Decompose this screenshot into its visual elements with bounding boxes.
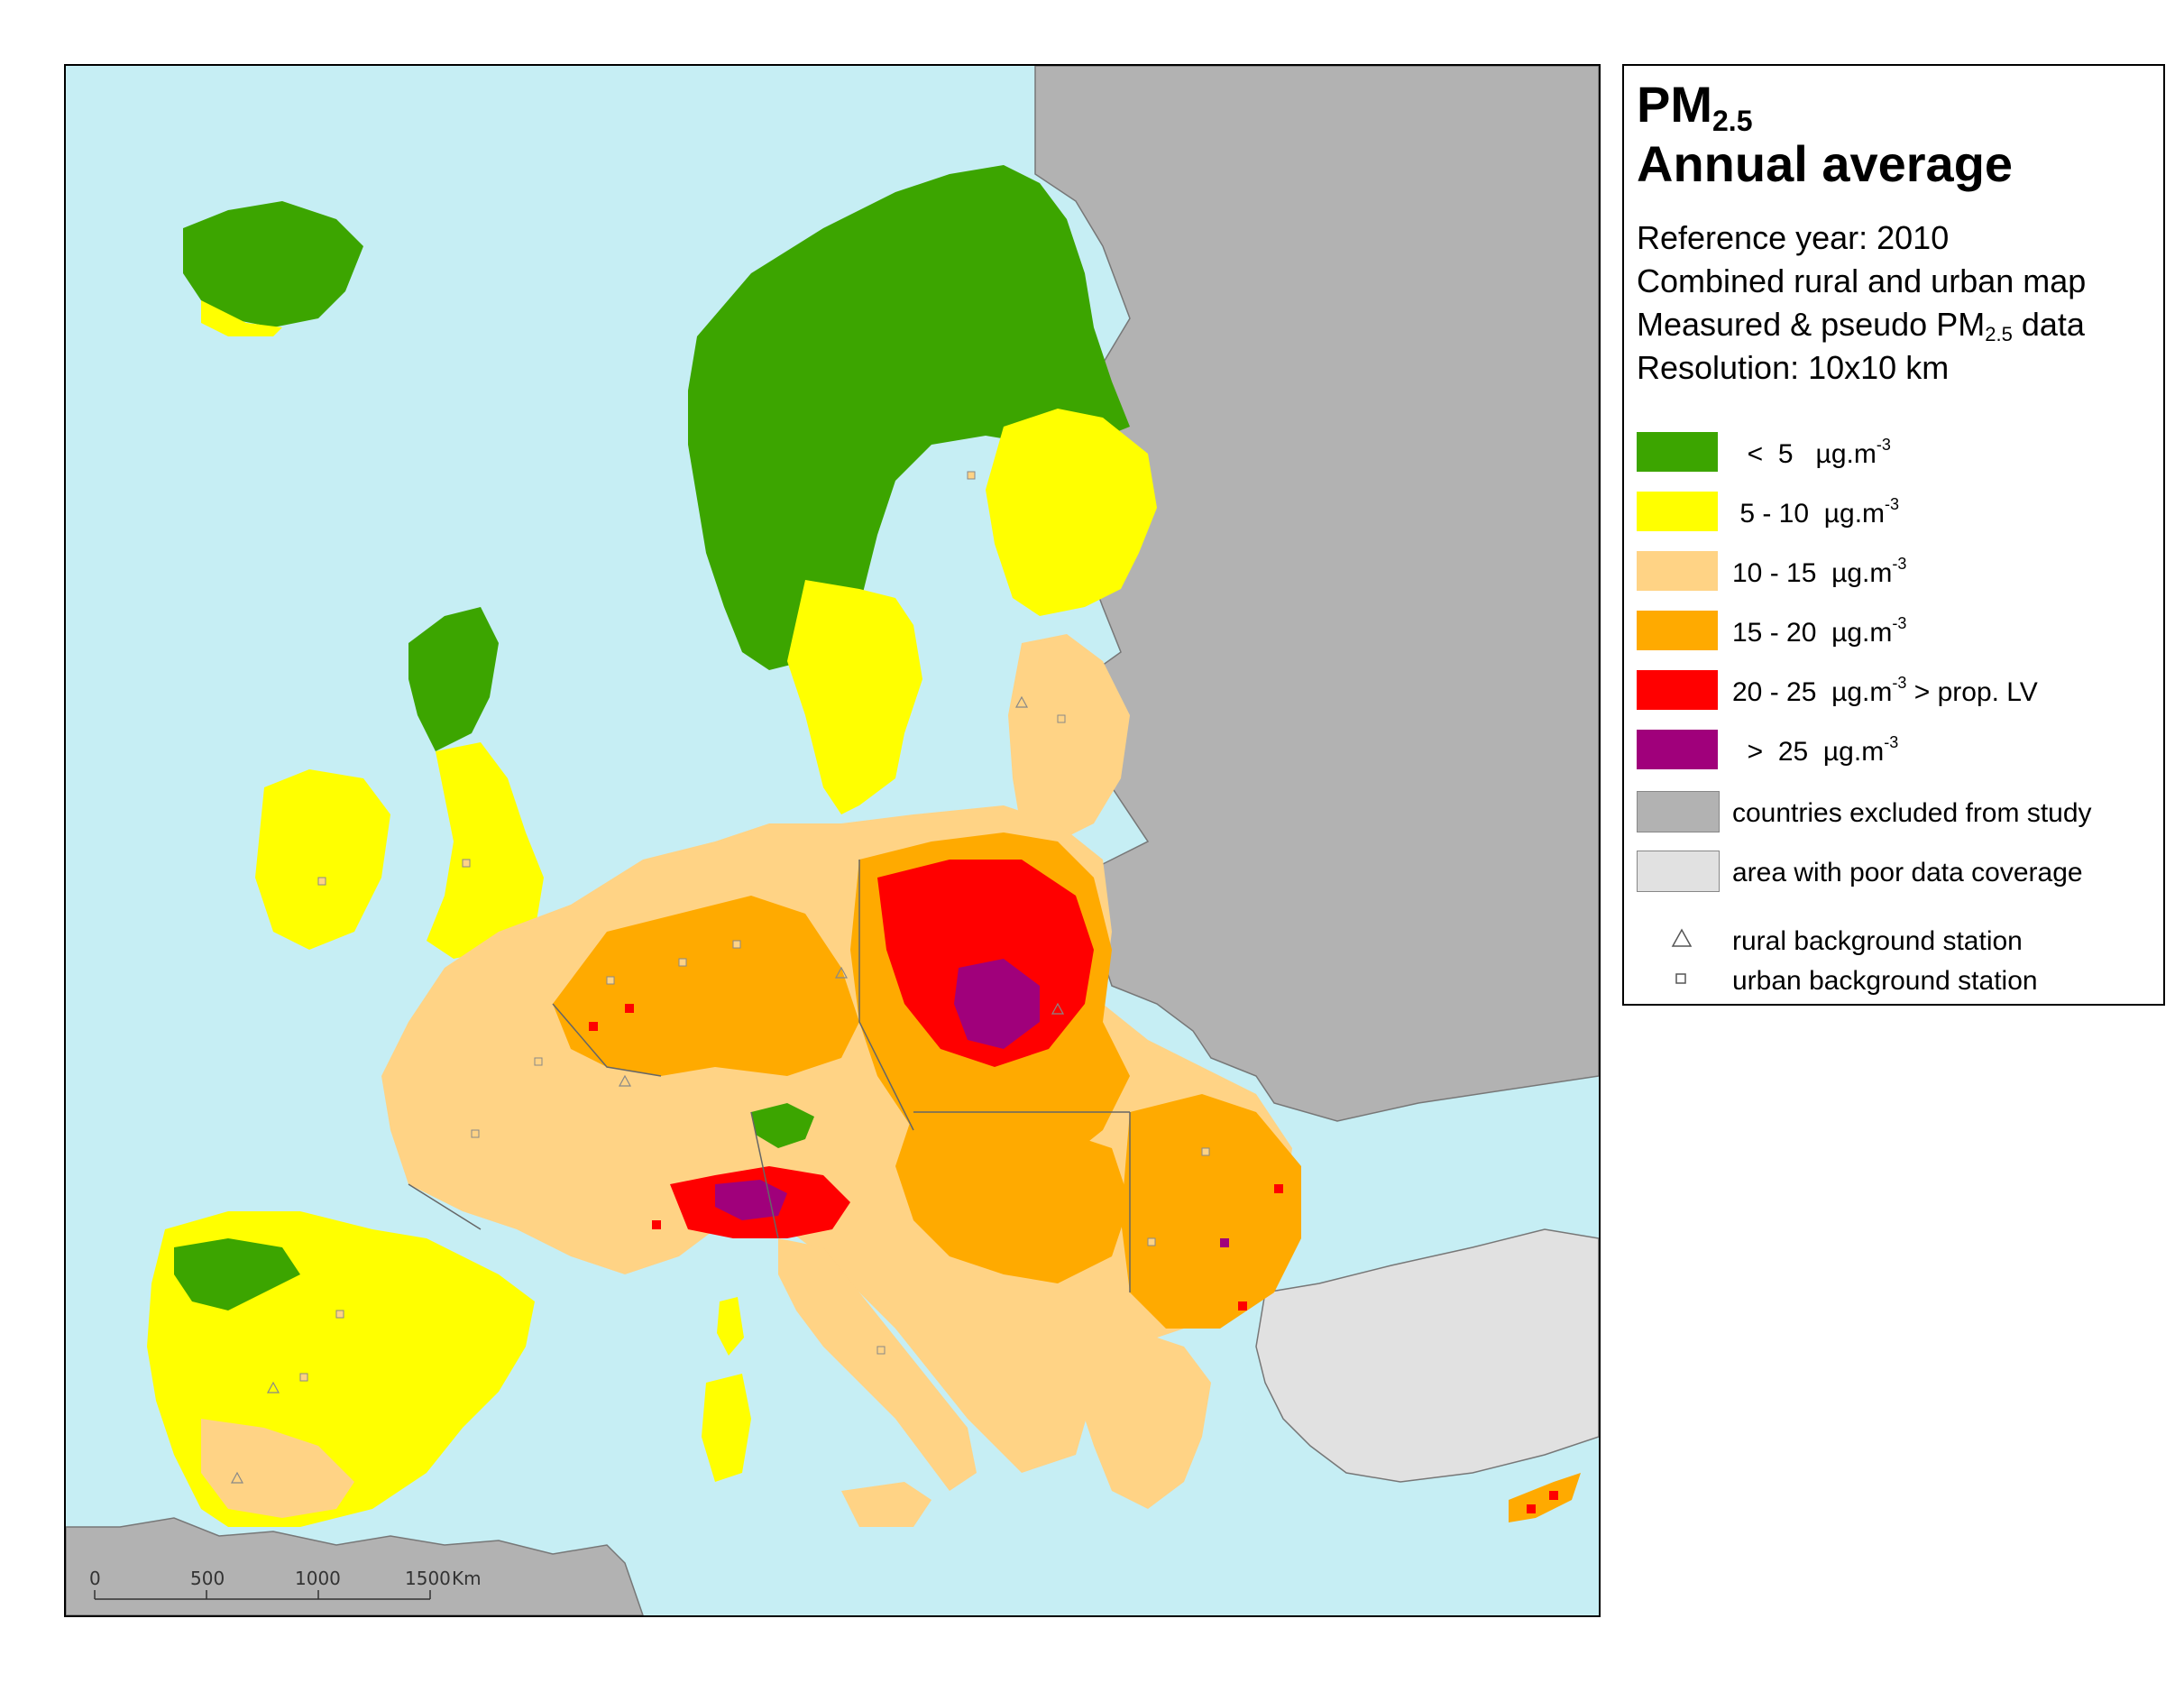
resolution: Resolution: 10x10 km	[1637, 349, 1950, 386]
region-italy	[778, 1238, 977, 1491]
region-sicily	[841, 1482, 931, 1527]
station-label-urban: urban background station	[1732, 966, 2038, 996]
region-spain-east-lightorange	[201, 1419, 354, 1518]
scale-bar: 0 500 1000 1500 Km	[89, 1568, 482, 1600]
urban-station-marker	[1057, 714, 1066, 723]
region-cyprus	[1509, 1473, 1581, 1522]
data-source-suffix: data	[2012, 306, 2085, 343]
legend-title: PM2.5	[1637, 75, 1752, 138]
class-label-5-10: 5 - 10 µg.m-3	[1732, 495, 1900, 529]
legend-subtitle: Annual average	[1637, 135, 2014, 192]
region-romania-bulgaria-orange	[1121, 1094, 1301, 1329]
swatch-poor-coverage	[1637, 851, 1720, 892]
urban-station-marker	[299, 1373, 308, 1382]
scale-unit: Km	[452, 1568, 482, 1589]
swatch-gt25	[1637, 730, 1718, 769]
class-label-15-20: 15 - 20 µg.m-3	[1732, 614, 1907, 648]
urban-station-marker	[1147, 1237, 1156, 1246]
urban-station-marker	[876, 1346, 886, 1355]
urban-station-marker	[732, 940, 741, 949]
purple-station-markers	[733, 986, 1229, 1247]
reference-year: Reference year: 2010	[1637, 219, 1950, 256]
region-norway-sweden-north	[688, 165, 1130, 670]
station-label-rural: rural background station	[1732, 926, 2023, 956]
region-po-valley-purple	[715, 1180, 787, 1220]
region-sardinia	[702, 1374, 751, 1482]
region-iceland	[183, 201, 363, 327]
area-label-excluded: countries excluded from study	[1732, 798, 2092, 828]
swatch-lt5	[1637, 432, 1718, 472]
region-corsica	[717, 1297, 744, 1356]
pm25-map[interactable]: 0 500 1000 1500 Km	[66, 66, 1599, 1615]
region-scotland	[408, 607, 499, 751]
rural-station-markers	[230, 695, 1065, 1484]
excluded-north-africa	[66, 1517, 644, 1615]
region-south-sweden	[787, 580, 922, 814]
urban-station-marker	[967, 471, 976, 480]
scale-tick-1500: 1500	[405, 1568, 451, 1589]
region-spain-north-green	[174, 1238, 300, 1311]
region-alps-green	[751, 1103, 814, 1148]
excluded-turkey	[1255, 1228, 1599, 1483]
legend-panel: PM2.5 Annual average Reference year: 201…	[1622, 64, 2165, 1006]
triangle-outline-icon	[1671, 928, 1693, 947]
region-greece	[1076, 1329, 1211, 1509]
swatch-10-15	[1637, 551, 1718, 591]
area-label-poor-coverage: area with poor data coverage	[1732, 858, 2083, 887]
swatch-15-20	[1637, 611, 1718, 650]
region-iceland-south	[201, 300, 282, 336]
region-benelux-germany-orange	[553, 896, 859, 1076]
class-label-lt5: < 5 µg.m-3	[1732, 436, 1891, 469]
country-borders	[408, 860, 1131, 1292]
station-markers	[299, 471, 1210, 1382]
region-finland	[986, 409, 1157, 616]
region-baltics	[1008, 634, 1130, 842]
urban-station-marker	[606, 976, 615, 985]
swatch-excluded	[1637, 791, 1720, 832]
urban-station-marker	[1201, 1147, 1210, 1156]
title-pm: PM	[1637, 76, 1712, 133]
swatch-20-25	[1637, 670, 1718, 710]
data-source: Measured & pseudo PM2.5 data	[1637, 306, 2085, 346]
urban-station-marker	[462, 859, 471, 868]
scale-tick-500: 500	[190, 1568, 225, 1589]
class-label-20-25: 20 - 25 µg.m-3 > prop. LV	[1732, 674, 2038, 707]
data-source-prefix: Measured & pseudo PM	[1637, 306, 1986, 343]
swatch-5-10	[1637, 492, 1718, 531]
urban-station-marker	[335, 1310, 344, 1319]
region-hungary-balkans-orange	[895, 1112, 1130, 1283]
region-england	[427, 742, 544, 959]
urban-station-marker	[471, 1129, 480, 1138]
data-source-subscript: 2.5	[1985, 323, 2013, 345]
urban-station-marker	[317, 877, 326, 886]
square-outline-icon	[1675, 973, 1686, 984]
class-label-10-15: 10 - 15 µg.m-3	[1732, 555, 1907, 588]
class-label-gt25: > 25 µg.m-3	[1732, 733, 1899, 767]
map-panel[interactable]: 0 500 1000 1500 Km	[64, 64, 1601, 1617]
urban-station-marker	[678, 958, 687, 967]
urban-station-marker	[534, 1057, 543, 1066]
scale-tick-0: 0	[89, 1568, 101, 1589]
red-station-markers	[589, 1004, 1558, 1513]
region-ireland	[255, 769, 390, 950]
excluded-russia-region	[1034, 66, 1599, 1122]
title-pm-subscript: 2.5	[1712, 105, 1753, 137]
scale-tick-1000: 1000	[295, 1568, 341, 1589]
map-type: Combined rural and urban map	[1637, 262, 2087, 299]
region-silesia-purple	[954, 959, 1040, 1049]
